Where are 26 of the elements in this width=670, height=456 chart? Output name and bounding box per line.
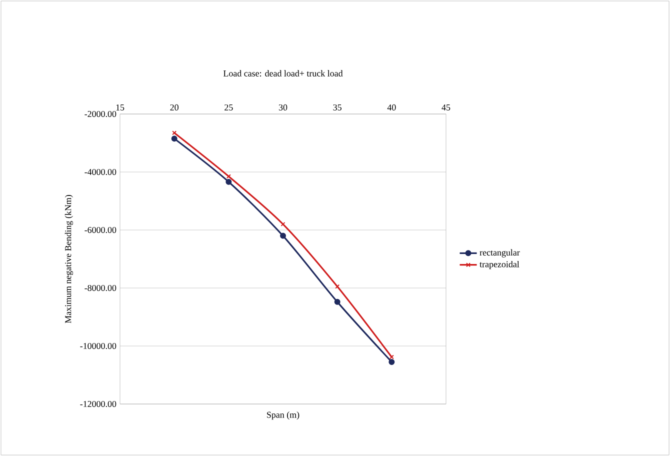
legend-label: trapezoidal xyxy=(480,260,520,270)
point xyxy=(280,222,286,226)
x-tick-label: 45 xyxy=(442,104,450,110)
point xyxy=(388,358,395,365)
x-tick-label: 20 xyxy=(170,104,178,110)
y-tick-label: -6000.00 xyxy=(84,226,116,234)
point xyxy=(280,232,286,239)
x-tick-label: 40 xyxy=(387,104,396,110)
point xyxy=(226,178,232,185)
legend-label: rectangular xyxy=(480,249,520,258)
y-tick-label: -4000.00 xyxy=(84,168,116,176)
point xyxy=(335,284,340,289)
y-tick-label: -8000.00 xyxy=(84,284,116,292)
point xyxy=(226,174,231,179)
point xyxy=(334,298,340,305)
y-tick-label: -2000.00 xyxy=(84,110,116,118)
y-tick-label: -10000.00 xyxy=(80,342,116,350)
x-axis-title: Span (m) xyxy=(267,412,300,420)
y-tick-label: -12000.00 xyxy=(80,400,116,408)
x-tick-label: 35 xyxy=(333,104,342,110)
x-tick-label: 30 xyxy=(278,104,288,110)
x-tick-label: 15 xyxy=(116,104,124,110)
x-tick-label: 25 xyxy=(224,104,233,110)
point xyxy=(171,136,178,142)
chart-title: Load case: dead load+ truck load xyxy=(223,70,343,76)
y-axis-title: Maximum negative Bending (kNm) xyxy=(64,195,74,324)
